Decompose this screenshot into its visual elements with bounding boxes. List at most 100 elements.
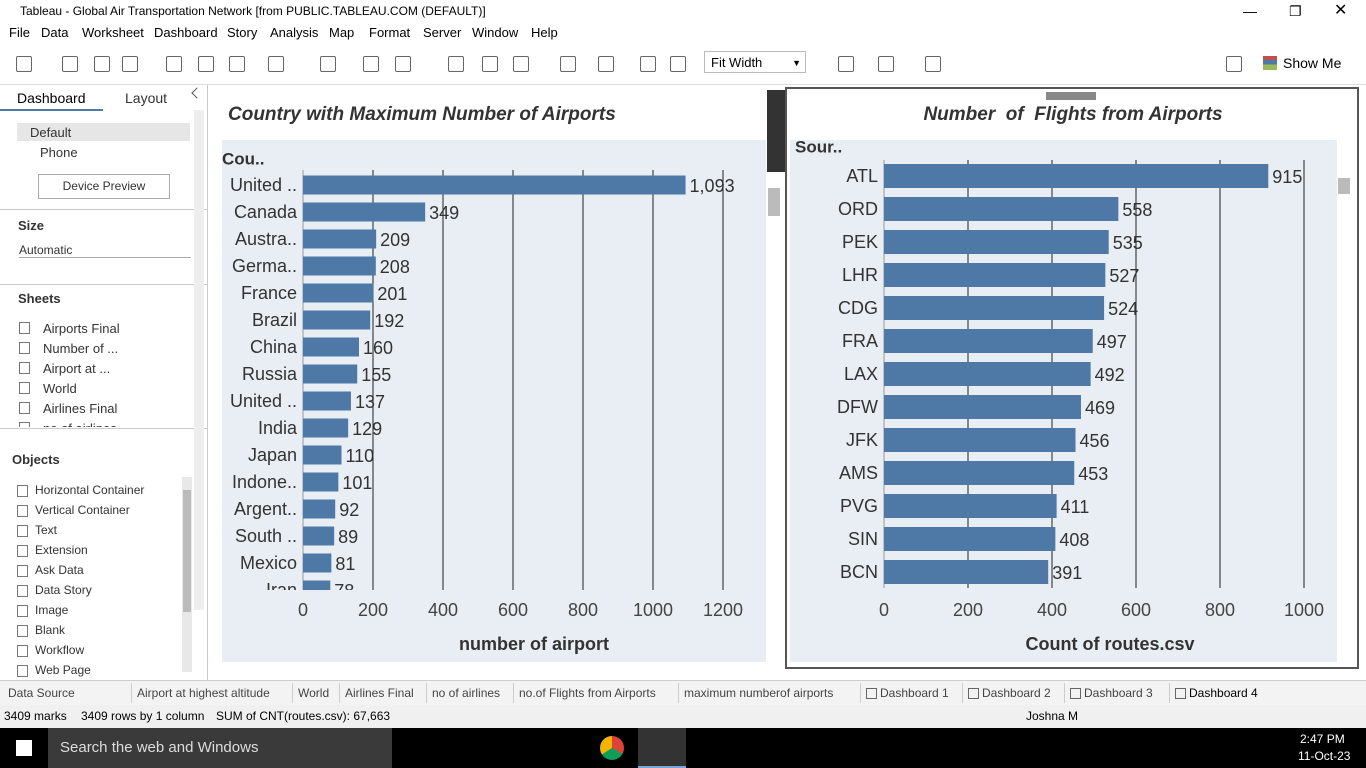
menu-item[interactable]: Data (41, 25, 69, 40)
object-item[interactable]: Ask Data (35, 563, 84, 577)
object-item[interactable]: Blank (35, 623, 66, 637)
restore[interactable]: ❐ (1289, 3, 1302, 19)
toolbar-button[interactable] (1226, 56, 1242, 72)
sheet-item[interactable]: Airlines Final (43, 401, 118, 416)
clock-date: 11-Oct-23 (1298, 749, 1351, 763)
toolbar-button[interactable] (838, 56, 854, 72)
object-icon (17, 545, 28, 557)
object-item[interactable]: Data Story (35, 583, 92, 597)
object-item[interactable]: Web Page (35, 663, 91, 677)
chrome-icon[interactable] (600, 736, 624, 760)
object-item[interactable]: Image (35, 603, 69, 617)
toolbar-button[interactable] (640, 56, 656, 72)
sheet-item[interactable]: World (43, 381, 77, 396)
toolbar-button[interactable] (448, 56, 464, 72)
sheet-item[interactable]: Number of ... (43, 341, 119, 356)
category-label: ATL (846, 166, 878, 186)
toolbar-button[interactable] (670, 56, 686, 72)
plot: United .. 1,093 Canada 349 Austra.. 209 Germa.… (230, 170, 735, 590)
sheet-tab[interactable]: Dashboard 1 (880, 686, 949, 700)
category-label: Austra.. (235, 229, 297, 249)
sheet-tab[interactable]: no of airlines (432, 686, 501, 700)
panel-tab[interactable]: Dashboard (0, 85, 103, 111)
panel-tab[interactable]: Layout (125, 90, 168, 106)
toolbar-button[interactable] (395, 56, 411, 72)
menu-item[interactable]: Story (227, 25, 258, 40)
menu-item[interactable]: Format (369, 25, 411, 40)
toolbar-button[interactable] (166, 56, 182, 72)
sheet-tab[interactable]: maximum numberof airports (684, 686, 834, 700)
toolbar-button[interactable] (560, 56, 576, 72)
category-label: JFK (846, 430, 878, 450)
value-label: 527 (1109, 266, 1139, 286)
sheet-tab[interactable]: Airport at highest altitude (137, 686, 270, 700)
object-item[interactable]: Text (35, 523, 58, 537)
sheet-tab[interactable]: Airlines Final (345, 686, 414, 700)
menu-item[interactable]: Server (423, 25, 462, 40)
device-preview[interactable]: Device Preview (38, 174, 170, 199)
toolbar-button[interactable] (878, 56, 894, 72)
category-label: United .. (230, 391, 297, 411)
object-item[interactable]: Workflow (35, 643, 85, 657)
sheet-tab[interactable]: Dashboard 4 (1189, 686, 1258, 700)
scroll-thumb[interactable] (183, 490, 191, 612)
user-name[interactable]: Joshna M (1026, 709, 1079, 723)
sheet-tab[interactable]: Dashboard 3 (1084, 686, 1153, 700)
x-tick-label: 200 (358, 600, 388, 620)
divider (0, 428, 207, 429)
menu-item[interactable]: File (9, 25, 30, 40)
device[interactable]: Default (30, 125, 72, 140)
menu-item[interactable]: Analysis (270, 25, 319, 40)
bar (884, 395, 1081, 419)
start-button[interactable] (16, 740, 32, 756)
category-label: Canada (234, 202, 298, 222)
object-item[interactable]: Vertical Container (35, 503, 130, 517)
size-select[interactable]: Automatic (19, 243, 191, 258)
scroll-thumb[interactable] (1338, 178, 1350, 194)
fit-dropdown[interactable]: Fit Width ▼ (704, 51, 806, 73)
menu-item[interactable]: Window (472, 25, 519, 40)
search-box[interactable]: Search the web and Windows (48, 728, 392, 768)
scroll-thumb[interactable] (768, 188, 780, 216)
toolbar-button[interactable] (482, 56, 498, 72)
toolbar-button[interactable] (598, 56, 614, 72)
sheet-tab[interactable]: no.of Flights from Airports (519, 686, 656, 700)
toolbar-button[interactable] (122, 56, 138, 72)
sheet-tab[interactable]: Dashboard 2 (982, 686, 1051, 700)
tableau-taskbar-icon[interactable] (638, 728, 686, 768)
toolbar-button[interactable] (198, 56, 214, 72)
sheet-tab[interactable]: World (298, 686, 330, 700)
menu-item[interactable]: Worksheet (82, 25, 144, 40)
device[interactable]: Phone (40, 145, 78, 160)
menu-item[interactable]: Dashboard (154, 25, 218, 40)
sheet-item[interactable]: no of airlines (43, 421, 117, 427)
object-item[interactable]: Extension (35, 543, 88, 557)
value-label: 1,093 (690, 176, 735, 196)
sheet-tab[interactable]: Data Source (8, 686, 75, 700)
toolbar-button[interactable] (62, 56, 78, 72)
toolbar-button[interactable] (16, 56, 32, 72)
toolbar-button[interactable] (363, 56, 379, 72)
sheet-icon (19, 322, 30, 334)
dashboard-icon (1070, 688, 1081, 699)
value-label: 456 (1080, 431, 1110, 451)
object-item[interactable]: Horizontal Container (35, 483, 145, 497)
menu-item[interactable]: Map (329, 25, 355, 40)
toolbar-button[interactable] (268, 56, 284, 72)
toolbar-button[interactable] (94, 56, 110, 72)
close[interactable]: ✕ (1334, 2, 1348, 19)
object-icon (17, 605, 28, 617)
toolbar: Fit Width ▼ Show Me (0, 44, 1366, 85)
menu-item[interactable]: Help (531, 25, 558, 40)
minimize[interactable]: — (1243, 3, 1257, 19)
toolbar-button[interactable] (320, 56, 336, 72)
sheet-item[interactable]: Airports Final (43, 321, 120, 336)
x-tick-label: 600 (498, 600, 528, 620)
toolbar-button[interactable] (229, 56, 245, 72)
bar (303, 283, 374, 303)
show-me[interactable]: Show Me (1283, 55, 1342, 71)
sheet-item[interactable]: Airport at ... (43, 361, 111, 376)
toolbar-button[interactable] (925, 56, 941, 72)
toolbar-button[interactable] (513, 56, 529, 72)
device-row-bg (17, 123, 190, 141)
